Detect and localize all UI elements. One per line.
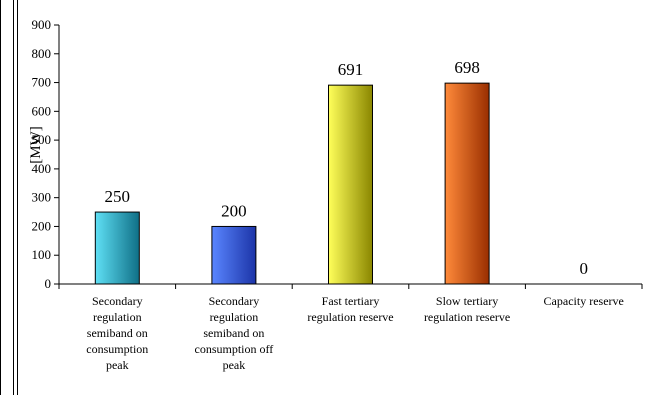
data-label-2: 200 [221,201,247,220]
category-label-2: Secondary regulation semiband on consumptio… [195,294,274,372]
x-axis [58,283,643,289]
y-tick-label: 800 [32,46,52,61]
y-tick-label: 200 [32,218,52,233]
data-labels: 250 200 691 698 0 [105,58,588,278]
y-tick-label: 600 [32,103,52,118]
data-label-1: 250 [105,187,131,206]
data-label-5: 0 [579,259,588,278]
category-label-4: Slow tertiary regulation reserve [424,294,510,324]
y-tick-label: 0 [45,276,52,291]
y-tick-label: 900 [32,17,52,32]
bar-3 [328,84,373,285]
bar-1 [94,211,140,285]
y-tick-label: 700 [32,75,52,90]
category-label-5: Capacity reserve [544,294,624,308]
y-tick-label: 400 [32,161,52,176]
y-tick-label: 300 [32,190,52,205]
bar-2 [211,225,257,285]
data-label-3: 691 [338,60,364,79]
y-tick-label: 100 [32,247,52,262]
category-label-1: Secondary regulation semiband on consumptio… [86,294,148,372]
y-axis-label: [MW] [28,126,44,164]
data-label-4: 698 [454,58,480,77]
y-tick-label: 500 [32,132,52,147]
y-axis: 0 100 200 300 400 500 600 700 800 900 [32,17,60,291]
inner-border-line [13,0,14,395]
left-border-line [0,0,1,395]
category-labels: Secondary regulation semiband on consumptio… [86,294,624,372]
bars [94,82,490,285]
category-label-3: Fast tertiary regulation reserve [307,294,393,324]
chart-frame-left [17,0,18,395]
bar-4 [444,82,490,285]
